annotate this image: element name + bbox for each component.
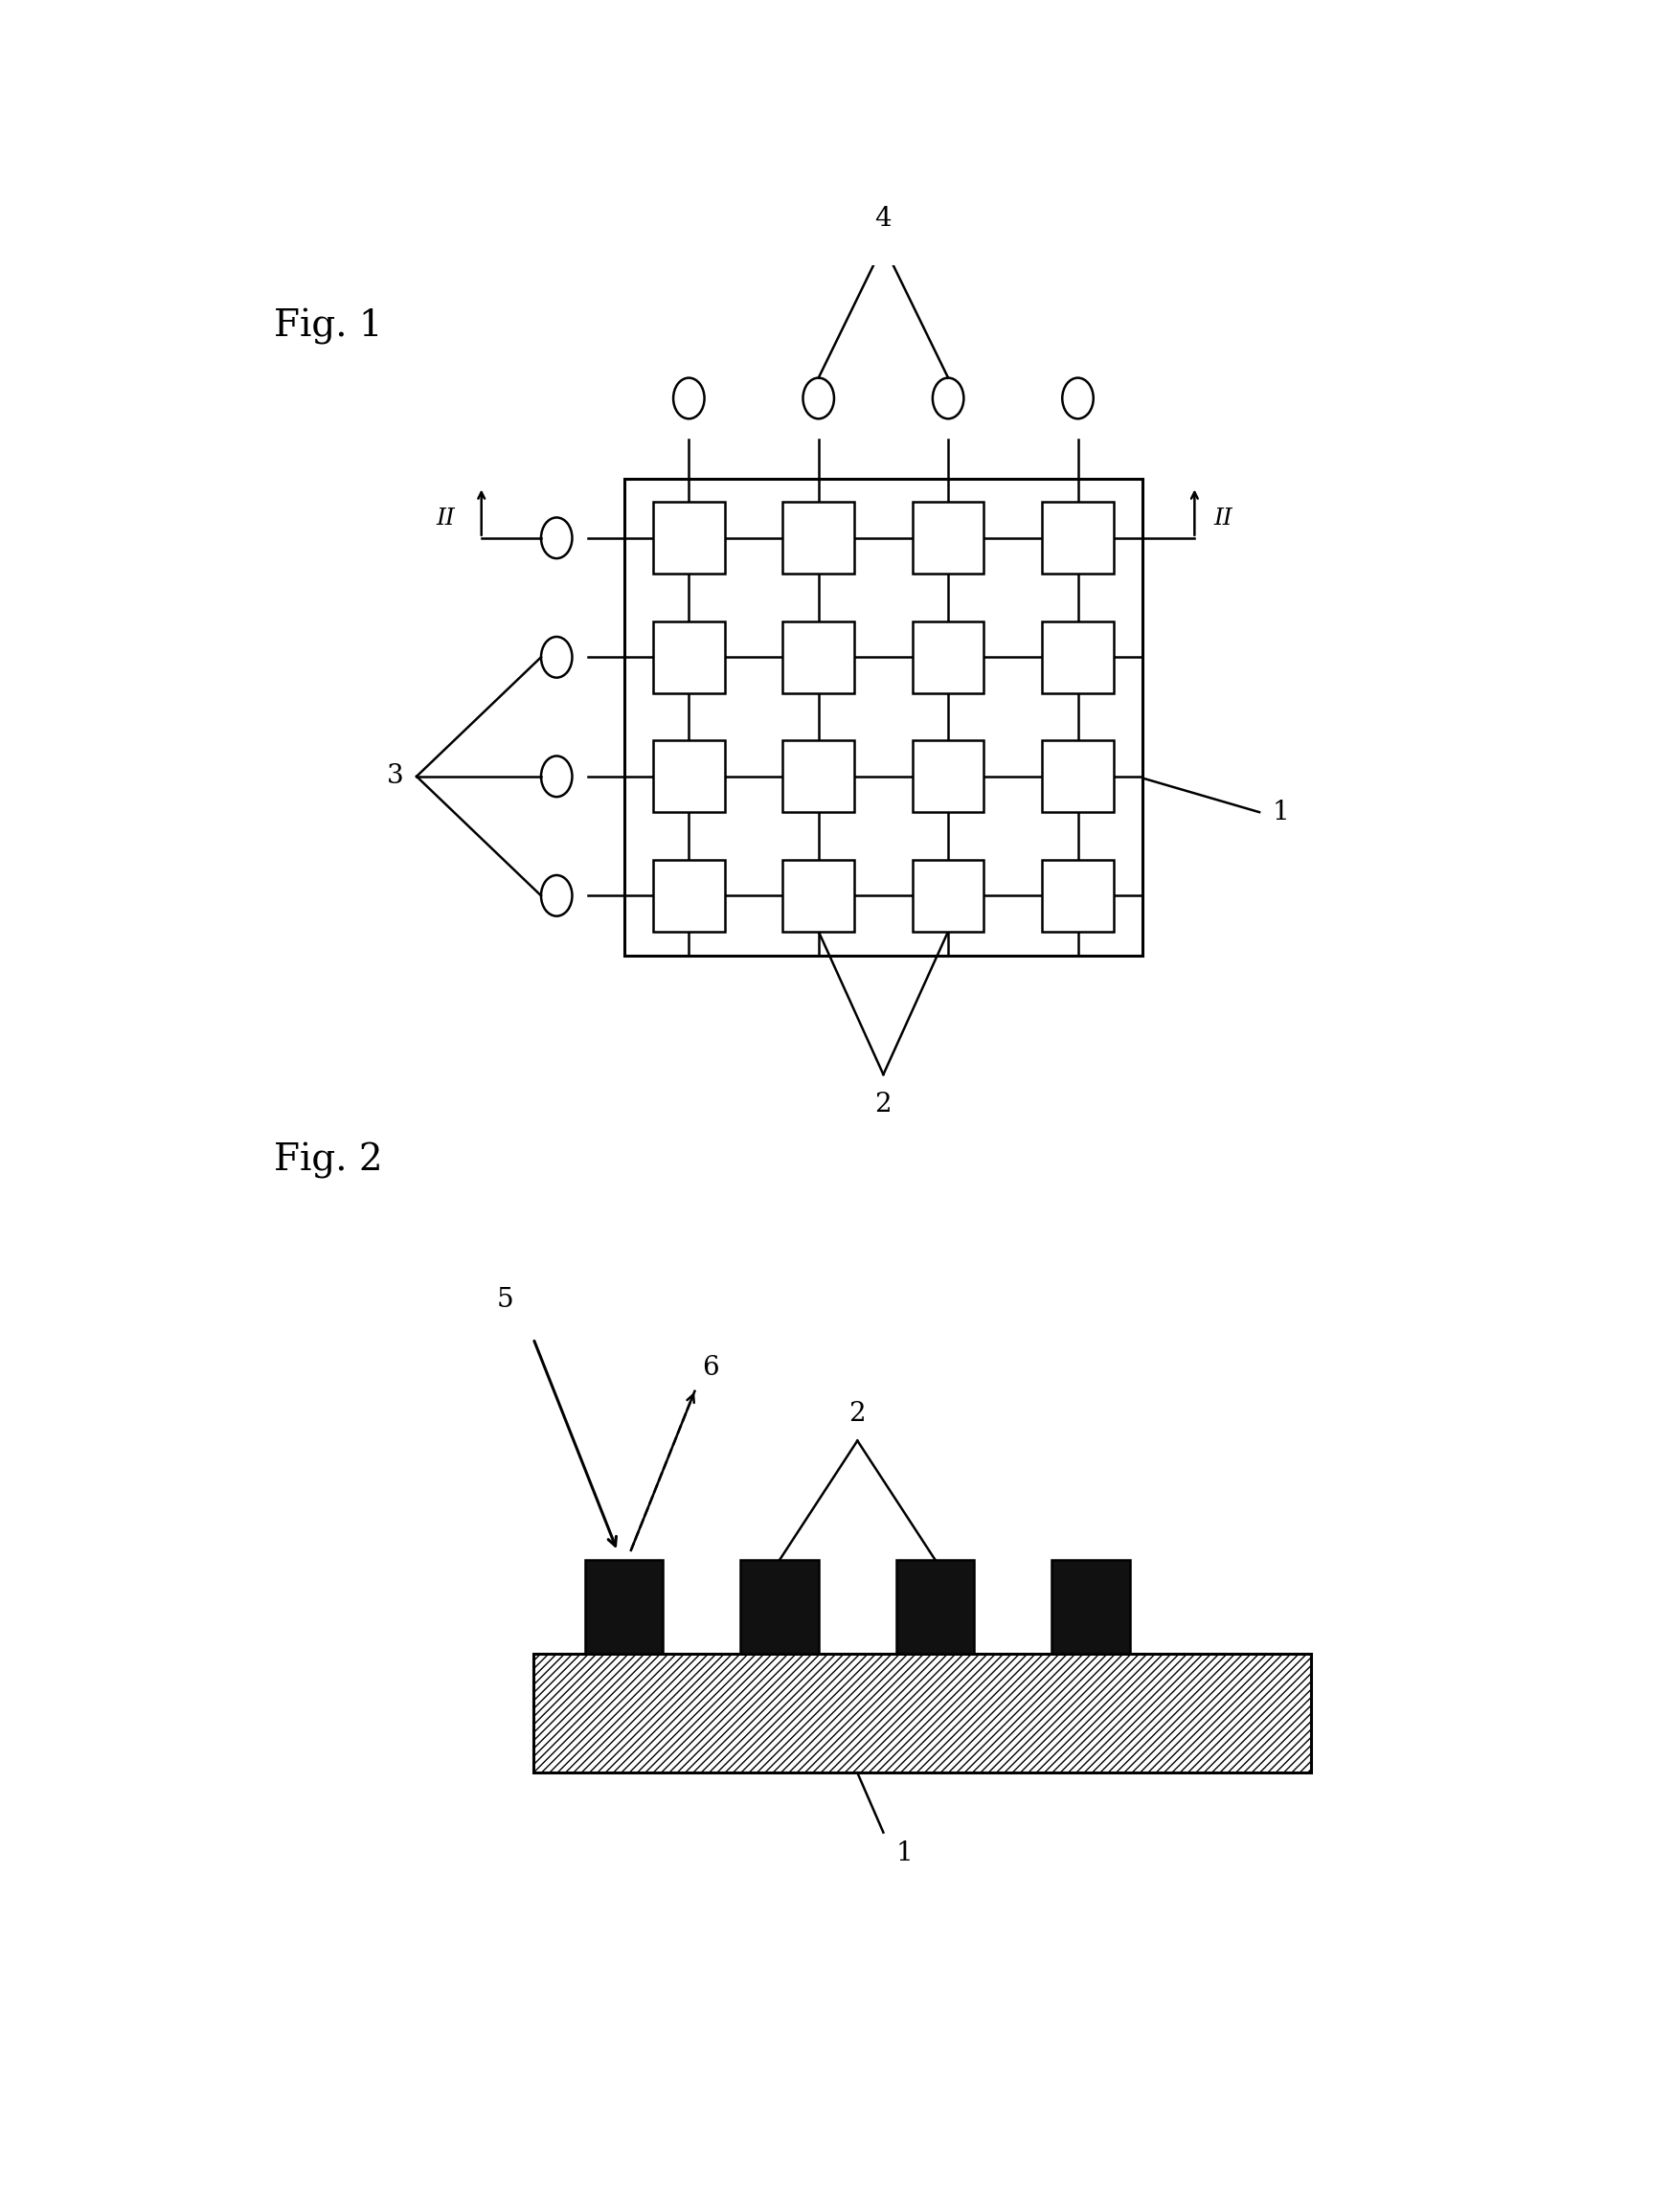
Text: 5: 5 [497,1287,514,1314]
Bar [534,1655,1312,1772]
Text: 4: 4 [875,206,892,232]
Bar [1042,860,1114,931]
Text: II: II [437,507,455,529]
Bar [912,860,984,931]
Bar [912,502,984,573]
Bar [652,741,724,812]
Text: 2: 2 [875,1091,892,1117]
Bar [912,622,984,692]
Bar [783,860,855,931]
Bar [897,1559,974,1655]
Bar [912,741,984,812]
Text: II: II [1215,507,1233,529]
Bar [652,502,724,573]
Bar [1042,741,1114,812]
Text: 1: 1 [897,1840,913,1867]
Bar [783,622,855,692]
Bar [783,741,855,812]
Bar [652,622,724,692]
Text: 3: 3 [386,763,403,790]
Bar [534,1655,1312,1772]
Text: 6: 6 [701,1356,719,1380]
Bar [1042,622,1114,692]
Text: Fig. 2: Fig. 2 [274,1144,383,1179]
Bar [624,478,1143,956]
Bar [1042,502,1114,573]
Bar [652,860,724,931]
Text: Fig. 1: Fig. 1 [274,307,383,345]
Text: 2: 2 [848,1400,867,1427]
Text: 1: 1 [1271,799,1290,825]
Bar [1052,1559,1129,1655]
Bar [586,1559,663,1655]
Bar [783,502,855,573]
Bar [741,1559,818,1655]
